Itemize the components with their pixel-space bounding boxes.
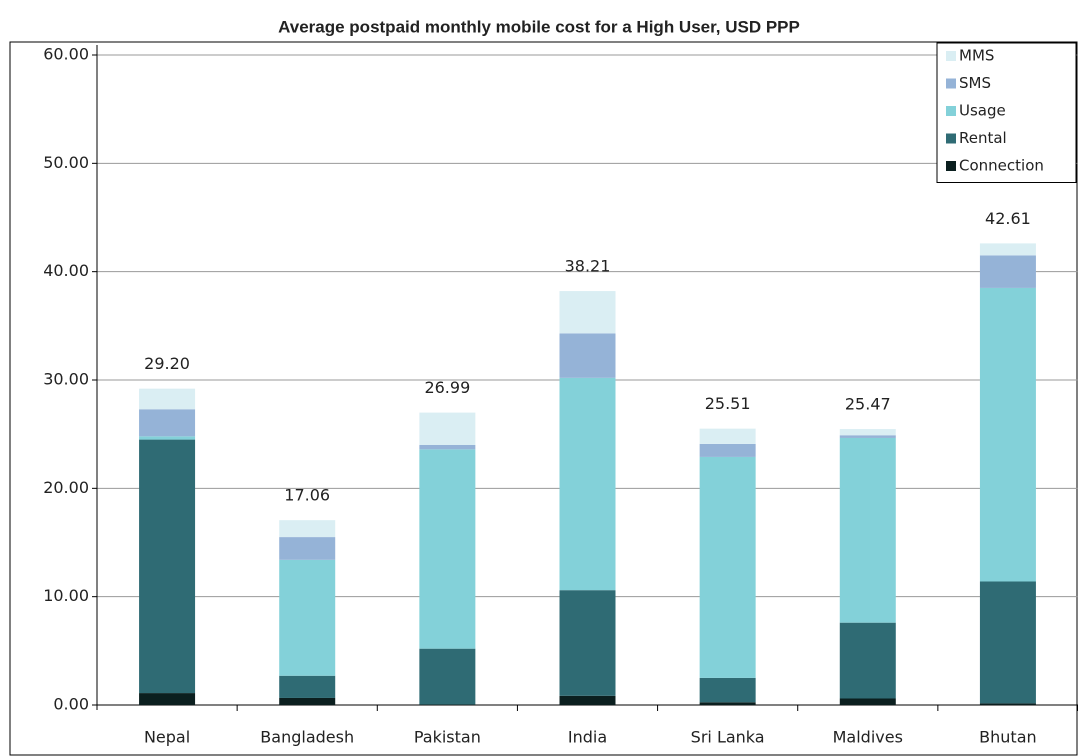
bar-segment [279, 675, 336, 698]
legend-label: MMS [959, 47, 994, 65]
legend-label: SMS [959, 74, 991, 92]
bar-segment [419, 445, 476, 450]
legend-swatch [946, 133, 956, 144]
bar-segment [559, 291, 616, 334]
bar-segment [279, 559, 336, 676]
bar-segment [419, 648, 476, 705]
total-label: 42.61 [985, 209, 1031, 228]
legend-label: Rental [959, 129, 1007, 147]
bar-segment [559, 695, 616, 705]
bar-segment [279, 697, 336, 705]
bar-segment [979, 703, 1036, 705]
total-label: 29.20 [144, 354, 190, 373]
bar-segment [419, 704, 476, 705]
bar-segment [699, 702, 756, 705]
y-tick-label: 60.00 [43, 45, 89, 64]
bar-segment [419, 449, 476, 649]
legend-swatch [946, 161, 956, 171]
y-tick-label: 10.00 [43, 586, 89, 605]
total-label: 25.47 [845, 395, 891, 414]
y-tick-label: 30.00 [43, 370, 89, 389]
bar-segment [559, 377, 616, 591]
y-tick-label: 0.00 [53, 695, 89, 714]
legend-swatch [946, 78, 956, 89]
bar-segment [139, 388, 196, 410]
bar-segment [139, 439, 196, 694]
chart-frame [9, 41, 1078, 756]
bar-segment [699, 428, 756, 444]
bar-segment [979, 255, 1036, 288]
bar-segment [839, 622, 896, 699]
bar-segment [979, 243, 1036, 256]
x-tick-label: Pakistan [414, 728, 481, 747]
legend-swatch [946, 106, 956, 116]
bar-segment [139, 693, 196, 705]
x-tick-label: Nepal [144, 728, 190, 747]
bar-segment [419, 412, 476, 445]
x-tick-label: Maldives [833, 728, 903, 747]
bar-segment [839, 429, 896, 436]
y-tick-label: 20.00 [43, 478, 89, 497]
y-tick-label: 50.00 [43, 153, 89, 172]
bar-segment [699, 443, 756, 457]
bar-segment [839, 698, 896, 705]
x-tick-label: Bangladesh [260, 728, 354, 747]
bar-segment [979, 581, 1036, 704]
legend-label: Usage [959, 102, 1006, 120]
chart-title: Average postpaid monthly mobile cost for… [278, 17, 800, 36]
legend-box [936, 42, 1077, 183]
total-label: 26.99 [424, 378, 470, 397]
total-label: 17.06 [284, 486, 330, 505]
total-label: 25.51 [705, 394, 751, 413]
bar-segment [279, 520, 336, 538]
bar-segment [699, 677, 756, 703]
bar-segment [559, 333, 616, 378]
bar-segment [559, 590, 616, 696]
total-label: 38.21 [565, 257, 611, 276]
bar-segment [279, 537, 336, 560]
legend-swatch [946, 51, 956, 61]
bar-segment [139, 436, 196, 440]
bar-segment [979, 287, 1036, 582]
bar-segment [839, 437, 896, 623]
bar-segment [699, 456, 756, 678]
x-tick-label: Sri Lanka [691, 728, 765, 747]
x-tick-label: India [568, 728, 607, 747]
x-tick-label: Bhutan [979, 728, 1036, 747]
bar-segment [839, 435, 896, 438]
bar-segment [139, 409, 196, 437]
legend-label: Connection [959, 157, 1044, 175]
y-tick-label: 40.00 [43, 261, 89, 280]
